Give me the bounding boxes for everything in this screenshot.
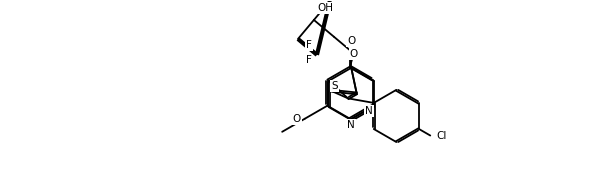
Text: S: S [331, 81, 338, 91]
Text: N: N [365, 106, 373, 116]
Text: O: O [350, 49, 358, 58]
Text: O: O [347, 36, 356, 46]
Text: N: N [347, 120, 355, 130]
Text: N: N [347, 121, 355, 131]
Text: OH: OH [318, 3, 334, 13]
Text: Cl: Cl [436, 130, 446, 141]
Text: O: O [292, 114, 301, 124]
Text: F: F [306, 40, 312, 50]
Text: F: F [306, 55, 312, 65]
